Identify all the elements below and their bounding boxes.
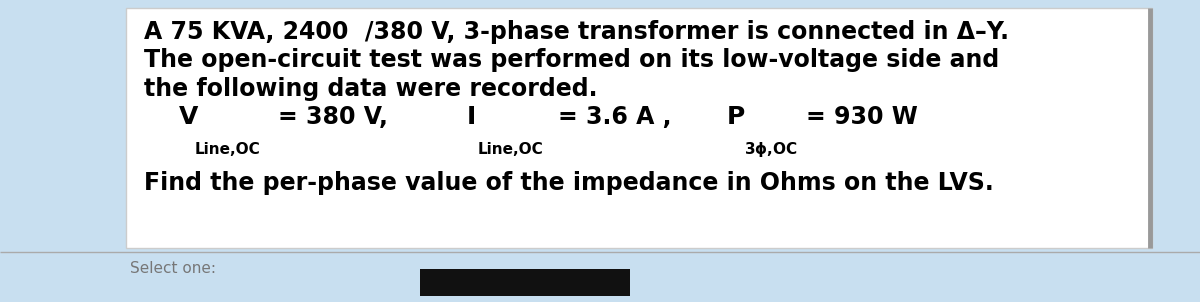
Text: The open-circuit test was performed on its low-voltage side and: The open-circuit test was performed on i… <box>144 48 1000 72</box>
FancyBboxPatch shape <box>420 269 630 296</box>
Text: Line,OC: Line,OC <box>478 142 544 157</box>
Text: = 380 V,: = 380 V, <box>278 105 389 129</box>
Text: $\mathbf{I}$: $\mathbf{I}$ <box>466 105 475 129</box>
Text: $\mathbf{V}$: $\mathbf{V}$ <box>178 105 199 129</box>
Text: Find the per-phase value of the impedance in Ohms on the LVS.: Find the per-phase value of the impedanc… <box>144 171 994 194</box>
Text: 3$\mathbf{\phi}$,OC: 3$\mathbf{\phi}$,OC <box>744 140 798 159</box>
Text: $\mathbf{P}$: $\mathbf{P}$ <box>726 105 745 129</box>
FancyBboxPatch shape <box>126 8 1152 248</box>
Text: the following data were recorded.: the following data were recorded. <box>144 77 598 101</box>
Text: = 930 W: = 930 W <box>806 105 918 129</box>
Text: Line,OC: Line,OC <box>194 142 260 157</box>
Text: = 3.6 A ,: = 3.6 A , <box>558 105 672 129</box>
Text: Select one:: Select one: <box>130 261 216 276</box>
Text: A 75 KVA, 2400  /380 V, 3-phase transformer is connected in Δ–Y.: A 75 KVA, 2400 /380 V, 3-phase transform… <box>144 20 1009 43</box>
